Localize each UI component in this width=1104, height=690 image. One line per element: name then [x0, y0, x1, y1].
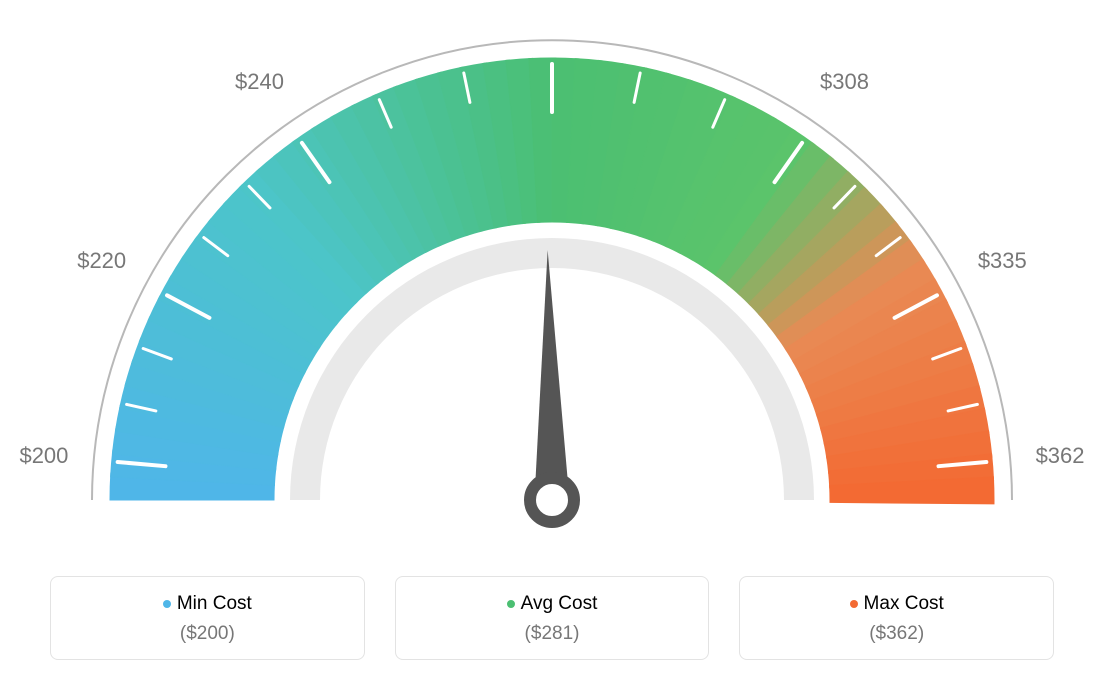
legend-dot-max — [850, 600, 858, 608]
legend-max-label: Max Cost — [850, 593, 944, 615]
chart-container: $200 $220 $240 $281 $308 $335 $362 Min Cost ($… — [0, 0, 1104, 690]
legend-avg-label: Avg Cost — [507, 593, 598, 615]
legend-max: Max Cost ($362) — [739, 576, 1054, 660]
legend-dot-avg — [507, 600, 515, 608]
legend-max-value: ($362) — [750, 623, 1043, 645]
gauge-tick-label: $335 — [978, 248, 1027, 274]
legend-min-value: ($200) — [61, 623, 354, 645]
gauge-tick-label: $308 — [820, 69, 869, 95]
legend-dot-min — [163, 600, 171, 608]
gauge-tick-label: $220 — [77, 248, 126, 274]
gauge-tick-label: $240 — [235, 69, 284, 95]
legend-min-label-text: Min Cost — [177, 593, 252, 615]
gauge-svg — [0, 0, 1104, 560]
gauge-chart: $200 $220 $240 $281 $308 $335 $362 — [0, 0, 1104, 560]
legend-min: Min Cost ($200) — [50, 576, 365, 660]
legend-max-label-text: Max Cost — [864, 593, 944, 615]
legend-avg-value: ($281) — [406, 623, 699, 645]
legend-avg-label-text: Avg Cost — [521, 593, 598, 615]
legend-row: Min Cost ($200) Avg Cost ($281) Max Cost… — [50, 576, 1054, 660]
legend-min-label: Min Cost — [163, 593, 252, 615]
legend-avg: Avg Cost ($281) — [395, 576, 710, 660]
gauge-tick-label: $362 — [1036, 443, 1085, 469]
gauge-tick-label: $200 — [19, 443, 68, 469]
gauge-tick-label: $281 — [528, 0, 577, 3]
